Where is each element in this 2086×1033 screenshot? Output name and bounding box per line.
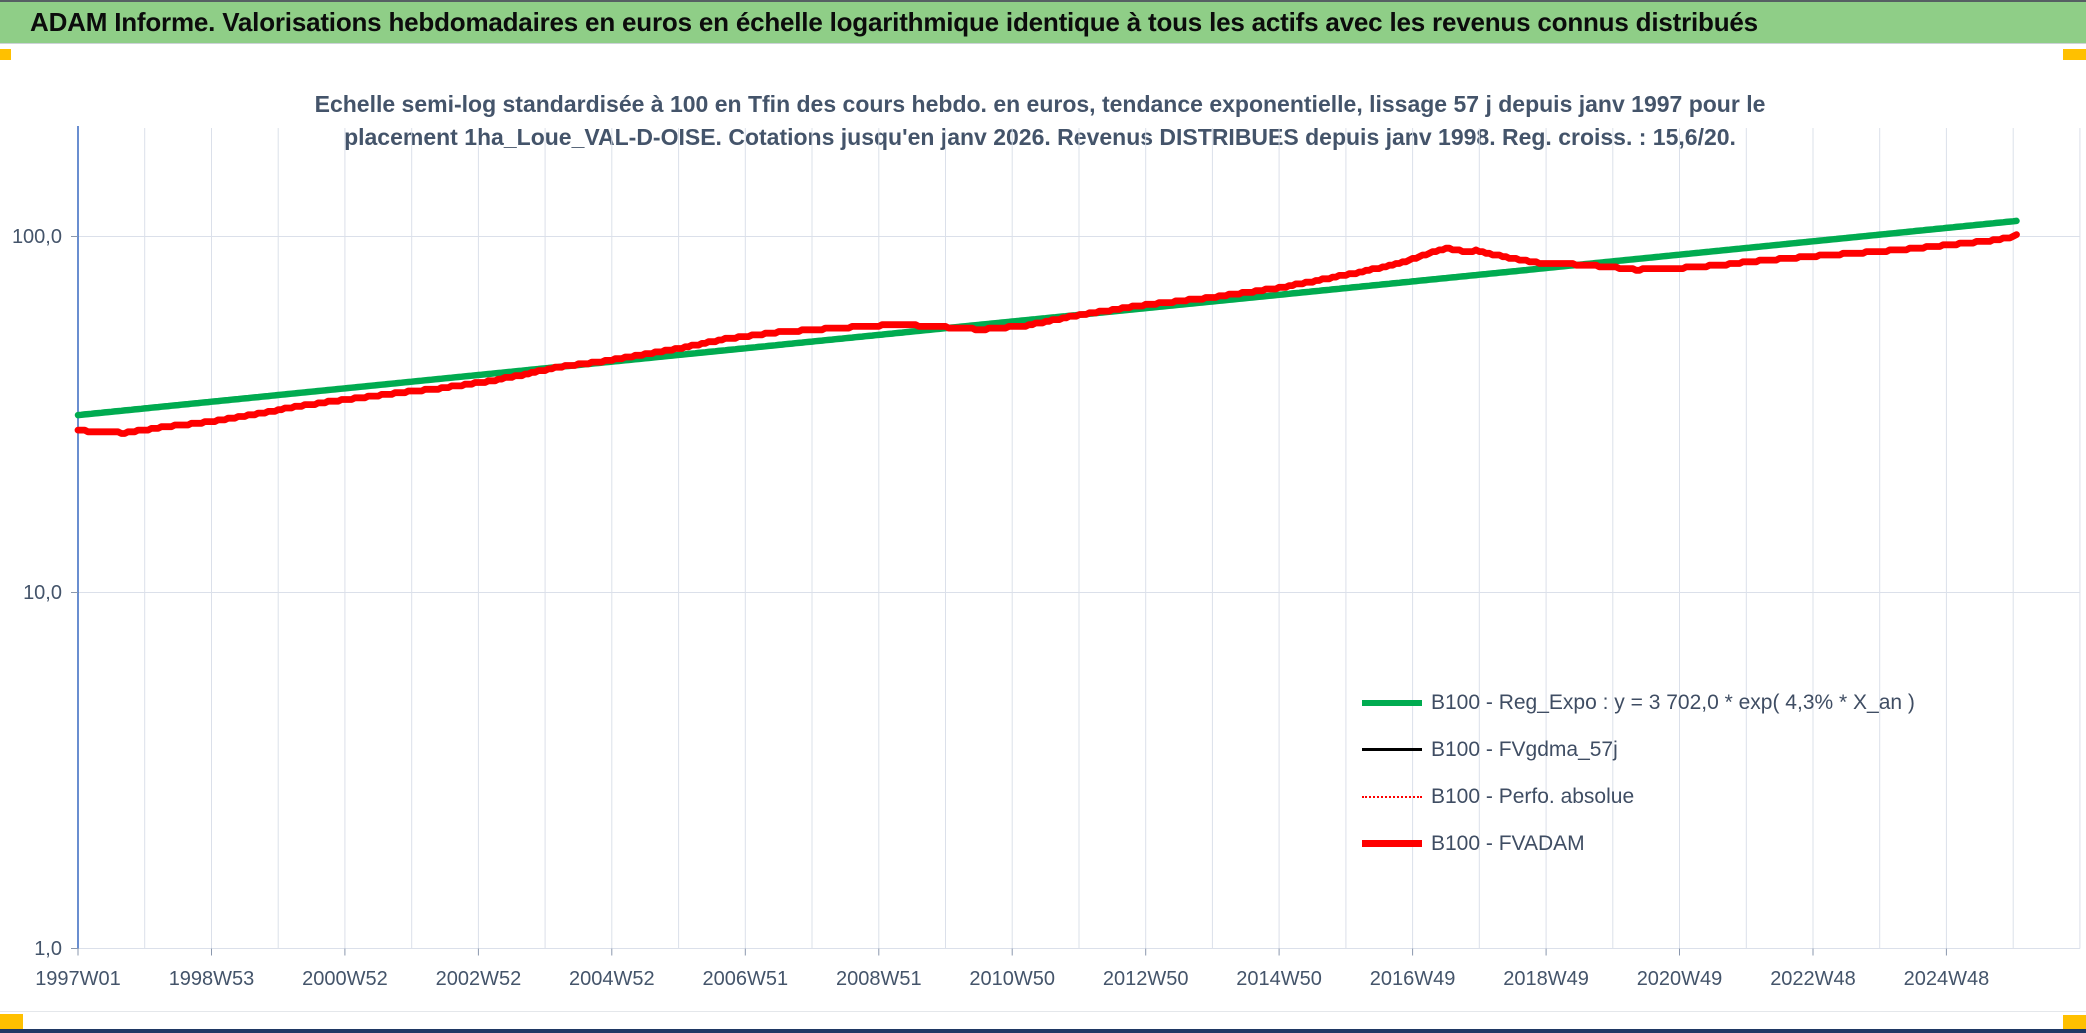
x-tick-label: 2006W51	[702, 968, 789, 990]
chart-bottom-hairline	[0, 1011, 2086, 1012]
x-tick-label: 2002W52	[435, 968, 522, 990]
x-tick-label: 2010W50	[969, 968, 1055, 990]
legend-line-sample	[1362, 795, 1422, 798]
x-tick-label: 2024W48	[1903, 968, 1990, 990]
accent-square-bottom-right	[2063, 1015, 2086, 1033]
chart-legend: B100 - Reg_Expo : y = 3 702,0 * exp( 4,3…	[1362, 679, 1915, 867]
x-tick-label: 2012W50	[1102, 968, 1189, 990]
series-line-fvadam[interactable]	[74, 231, 2020, 437]
legend-item-label: B100 - Reg_Expo : y = 3 702,0 * exp( 4,3…	[1431, 690, 1915, 714]
axis-tick-marks	[71, 236, 1947, 956]
horizontal-gridlines	[78, 236, 2080, 949]
x-tick-label: 2014W50	[1236, 968, 1322, 990]
x-tick-label: 1998W53	[168, 968, 255, 990]
y-axis-tick-label-1: 1,0	[34, 938, 62, 960]
x-tick-label: 2022W48	[1770, 968, 1856, 990]
x-axis-tick-labels: 1997W01 1998W53 2000W52 2002W52 2004W52 2006W…	[0, 966, 2086, 992]
accent-square-top-right	[2063, 49, 2086, 60]
accent-square-bottom-left	[0, 1014, 23, 1033]
accent-square-top-left	[0, 49, 11, 60]
legend-item[interactable]: B100 - Reg_Expo : y = 3 702,0 * exp( 4,3…	[1362, 679, 1915, 726]
chart-title-line2: placement 1ha_Loue_VAL-D-OISE. Cotations…	[344, 124, 1736, 150]
legend-item-label: B100 - FVADAM	[1431, 831, 1585, 855]
legend-item[interactable]: B100 - Perfo. absolue	[1362, 773, 1915, 820]
legend-item[interactable]: B100 - FVgdma_57j	[1362, 726, 1915, 773]
footer-bar	[0, 1029, 2086, 1033]
y-axis-tick-label-100: 100,0	[11, 226, 62, 248]
x-tick-label: 2004W52	[568, 968, 655, 990]
legend-line-sample	[1362, 748, 1422, 751]
x-tick-label: 2008W51	[835, 968, 922, 990]
title-bar: ADAM Informe. Valorisations hebdomadaire…	[0, 0, 2086, 44]
x-tick-label: 2020W49	[1636, 968, 1723, 990]
x-tick-label: 2016W49	[1369, 968, 1456, 990]
x-tick-label: 1997W01	[35, 968, 121, 990]
x-tick-label: 2018W49	[1503, 968, 1589, 990]
y-axis-tick-label-10: 10,0	[23, 582, 62, 604]
chart-title-line1: Echelle semi-log standardisée à 100 en T…	[314, 91, 1766, 117]
legend-line-sample	[1362, 699, 1422, 706]
x-tick-label: 2000W52	[302, 968, 388, 990]
legend-item-label: B100 - FVgdma_57j	[1431, 737, 1618, 761]
legend-item[interactable]: B100 - FVADAM	[1362, 820, 1915, 867]
legend-line-sample	[1362, 840, 1422, 847]
page-title: ADAM Informe. Valorisations hebdomadaire…	[30, 7, 1758, 37]
legend-item-label: B100 - Perfo. absolue	[1431, 784, 1635, 808]
chart-title: Echelle semi-log standardisée à 100 en T…	[160, 88, 1920, 154]
